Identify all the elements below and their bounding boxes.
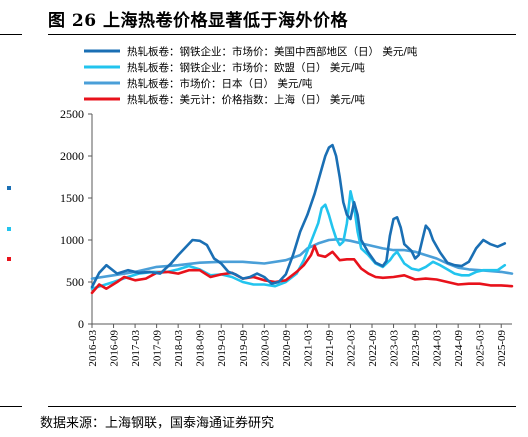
figure-header: 图 26 上海热卷价格显著低于海外价格 — [0, 0, 528, 36]
x-tick-label: 2018-09 — [195, 330, 207, 367]
source-rule-edge — [0, 406, 22, 407]
x-tick-label: 2016-09 — [109, 330, 121, 367]
x-tick-label: 2022-03 — [345, 330, 357, 367]
title-rule-edge — [0, 34, 22, 35]
price-line-chart: 热轧板卷：钢铁企业：市场价：美国中西部地区（日） 美元/吨热轧板卷：钢铁企业：市… — [60, 45, 514, 367]
legend-label: 热轧板卷：钢铁企业：市场价：欧盟（日） 美元/吨 — [127, 61, 365, 74]
figure-source: 数据来源：上海钢联，国泰海通证券研究 — [40, 416, 275, 431]
figure-title: 图 26 上海热卷价格显著低于海外价格 — [48, 11, 348, 31]
chart-series — [90, 143, 514, 295]
x-tick-label: 2025-03 — [475, 330, 487, 367]
x-tick-label: 2025-09 — [496, 330, 508, 367]
x-tick-label: 2021-03 — [302, 330, 314, 367]
edge-marker-eu — [7, 227, 11, 231]
x-tick-label: 2020-09 — [281, 330, 293, 367]
x-tick-label: 2020-03 — [259, 330, 271, 367]
x-tick-label: 2017-09 — [152, 330, 164, 367]
x-tick-label: 2018-03 — [173, 330, 185, 367]
x-tick-label: 2019-03 — [216, 330, 228, 367]
edge-marker-us — [7, 186, 11, 190]
x-tick-label: 2017-03 — [130, 330, 142, 367]
source-rule — [48, 406, 516, 407]
legend-item: 热轧板卷：钢铁企业：市场价：欧盟（日） 美元/吨 — [84, 61, 365, 74]
legend-item: 热轧板卷：市场价：日本（日） 美元/吨 — [84, 77, 313, 90]
x-tick-label: 2016-03 — [87, 330, 99, 367]
y-tick-label: 0 — [78, 317, 84, 331]
legend-label: 热轧板卷：美元计：价格指数：上海（日） 美元/吨 — [127, 93, 365, 106]
chart-legend: 热轧板卷：钢铁企业：市场价：美国中西部地区（日） 美元/吨热轧板卷：钢铁企业：市… — [84, 45, 418, 106]
x-tick-label: 2021-09 — [324, 330, 336, 367]
legend-item: 热轧板卷：美元计：价格指数：上海（日） 美元/吨 — [84, 93, 365, 106]
title-rule — [48, 34, 516, 35]
legend-label: 热轧板卷：钢铁企业：市场价：美国中西部地区（日） 美元/吨 — [127, 45, 418, 58]
x-tick-label: 2019-09 — [238, 330, 250, 367]
legend-label: 热轧板卷：市场价：日本（日） 美元/吨 — [127, 77, 313, 90]
x-tick-label: 2024-03 — [432, 330, 444, 367]
series-line — [90, 237, 514, 280]
y-tick-label: 1000 — [60, 233, 84, 247]
y-tick-label: 1500 — [60, 191, 84, 205]
edge-marker-sh — [7, 257, 11, 261]
x-tick-label: 2023-09 — [410, 330, 422, 367]
x-tick-label: 2024-09 — [453, 330, 465, 367]
legend-item: 热轧板卷：钢铁企业：市场价：美国中西部地区（日） 美元/吨 — [84, 45, 418, 58]
y-tick-label: 500 — [66, 275, 84, 289]
chart-axes: 0 500 1000 1500 2000 2500 2016-03 2016-09 2017-0… — [60, 107, 512, 367]
x-tick-label: 2023-03 — [389, 330, 401, 367]
y-tick-label: 2000 — [60, 149, 84, 163]
x-tick-label: 2022-09 — [367, 330, 379, 367]
series-line — [90, 143, 507, 289]
y-tick-label: 2500 — [60, 107, 84, 121]
